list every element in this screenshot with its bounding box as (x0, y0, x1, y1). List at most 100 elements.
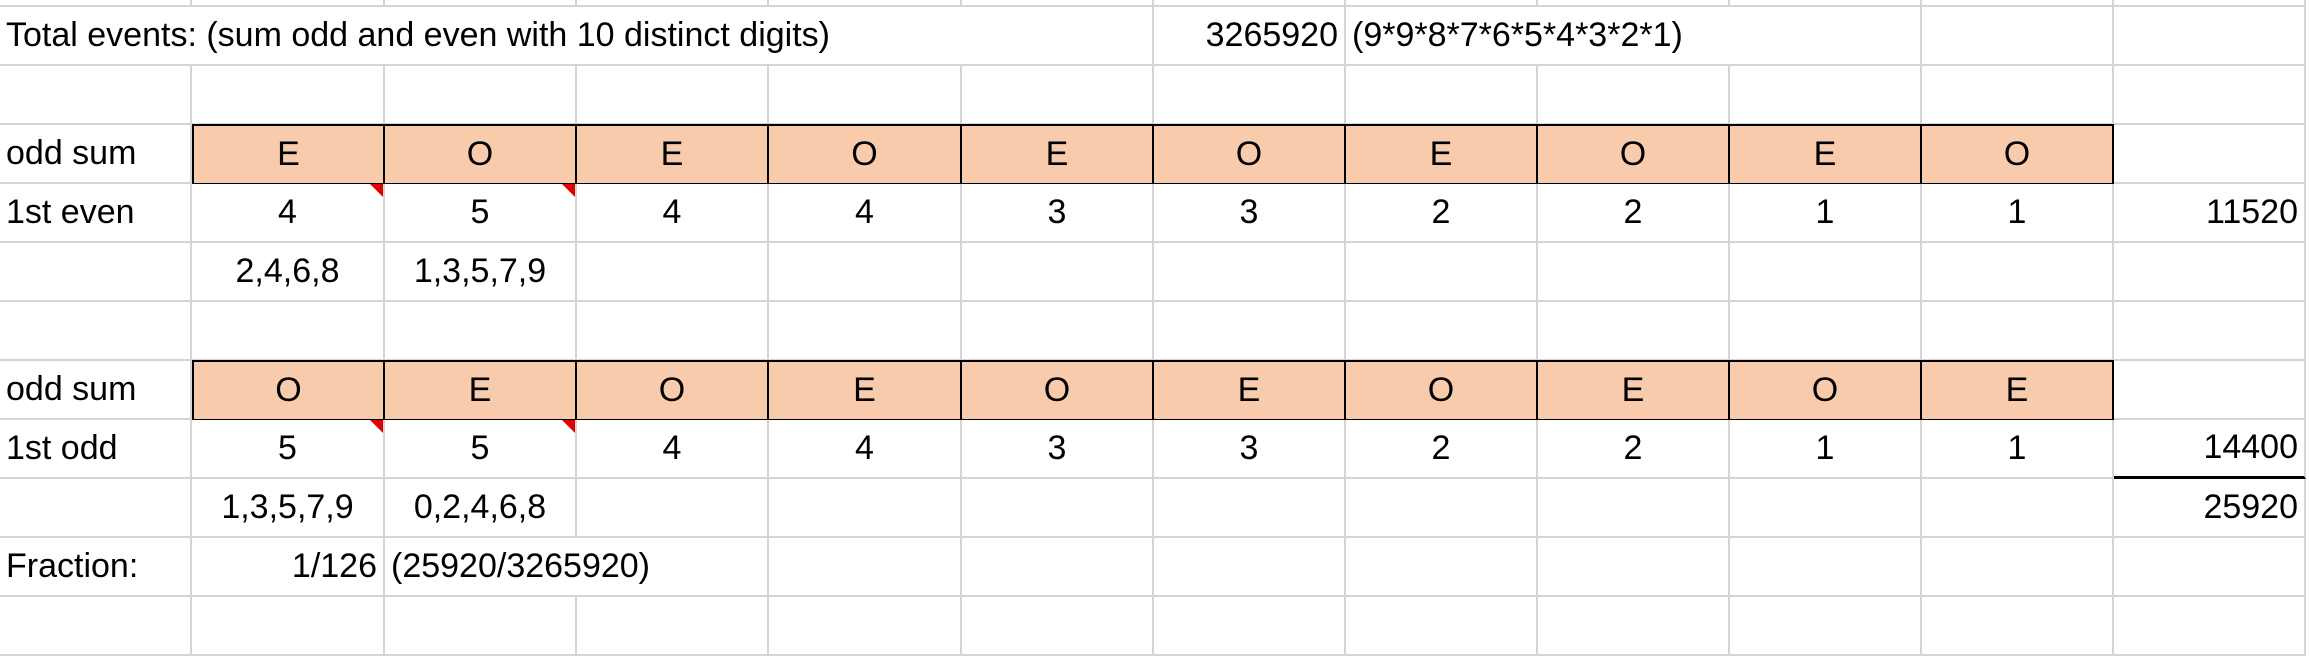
cell[interactable] (385, 0, 577, 7)
cell[interactable] (962, 243, 1154, 302)
cell[interactable] (1730, 302, 1922, 361)
cell[interactable] (1538, 0, 1730, 7)
parity-cell[interactable]: E (1536, 360, 1730, 421)
cell[interactable] (2114, 361, 2306, 420)
parity-cell[interactable]: E (192, 124, 385, 185)
digit-set[interactable]: 0,2,4,6,8 (385, 479, 577, 538)
cell[interactable] (192, 597, 385, 656)
cell[interactable] (1154, 479, 1346, 538)
parity-cell[interactable]: O (383, 124, 577, 185)
cell[interactable] (769, 479, 962, 538)
parity-cell[interactable]: E (1344, 124, 1538, 185)
cell[interactable] (1346, 597, 1538, 656)
cell[interactable] (2114, 538, 2306, 597)
comment-indicator-icon[interactable] (370, 184, 383, 197)
block-result[interactable]: 11520 (2114, 184, 2306, 243)
parity-row-label[interactable]: odd sum (0, 125, 192, 184)
cell[interactable] (1730, 597, 1922, 656)
cell[interactable] (962, 479, 1154, 538)
cell[interactable] (1730, 479, 1922, 538)
digit-set[interactable]: 1,3,5,7,9 (192, 479, 385, 538)
cell[interactable] (1346, 538, 1538, 597)
cell[interactable] (0, 0, 192, 7)
parity-cell[interactable]: O (960, 360, 1154, 421)
cell[interactable] (1922, 538, 2114, 597)
cell[interactable] (1154, 66, 1346, 125)
count-row-label[interactable]: 1st odd (0, 420, 192, 479)
parity-cell[interactable]: O (767, 124, 962, 185)
total-events-formula[interactable]: (9*9*8*7*6*5*4*3*2*1) (1346, 7, 1922, 66)
cell[interactable] (1154, 302, 1346, 361)
digit-set[interactable]: 1,3,5,7,9 (385, 243, 577, 302)
cell[interactable] (385, 66, 577, 125)
cell[interactable] (1922, 7, 2114, 66)
count-cell[interactable]: 4 (769, 184, 962, 243)
parity-row-label[interactable]: odd sum (0, 361, 192, 420)
count-row-label[interactable]: 1st even (0, 184, 192, 243)
cell[interactable] (769, 597, 962, 656)
cell[interactable] (962, 302, 1154, 361)
cell[interactable] (0, 66, 192, 125)
count-cell[interactable]: 4 (577, 184, 769, 243)
cell[interactable] (577, 66, 769, 125)
cell[interactable] (385, 302, 577, 361)
parity-cell[interactable]: O (1920, 124, 2114, 185)
cell[interactable] (1154, 243, 1346, 302)
grand-sum[interactable]: 25920 (2114, 479, 2306, 538)
cell[interactable] (1922, 597, 2114, 656)
cell[interactable] (385, 597, 577, 656)
count-cell[interactable]: 3 (962, 420, 1154, 479)
count-cell[interactable]: 1 (1730, 420, 1922, 479)
cell[interactable] (1922, 243, 2114, 302)
count-cell[interactable]: 1 (1730, 184, 1922, 243)
cell[interactable] (2114, 7, 2306, 66)
cell[interactable] (1922, 0, 2114, 7)
cell[interactable] (1922, 66, 2114, 125)
cell[interactable] (577, 243, 769, 302)
cell[interactable] (1346, 243, 1538, 302)
count-cell[interactable]: 3 (1154, 420, 1346, 479)
parity-cell[interactable]: E (1920, 360, 2114, 421)
cell[interactable] (1538, 597, 1730, 656)
fraction-formula[interactable]: (25920/3265920) (385, 538, 769, 597)
digit-set[interactable]: 2,4,6,8 (192, 243, 385, 302)
cell[interactable] (769, 0, 962, 7)
cell[interactable] (2114, 125, 2306, 184)
comment-indicator-icon[interactable] (562, 420, 575, 433)
fraction-value[interactable]: 1/126 (192, 538, 385, 597)
comment-indicator-icon[interactable] (562, 184, 575, 197)
parity-cell[interactable]: O (1344, 360, 1538, 421)
count-cell[interactable]: 3 (962, 184, 1154, 243)
count-cell[interactable]: 1 (1922, 420, 2114, 479)
cell[interactable] (962, 597, 1154, 656)
count-cell[interactable]: 5 (385, 420, 577, 479)
parity-cell[interactable]: E (1728, 124, 1922, 185)
cell[interactable] (1346, 66, 1538, 125)
cell[interactable] (769, 66, 962, 125)
cell[interactable] (962, 538, 1154, 597)
cell[interactable] (2114, 302, 2306, 361)
parity-cell[interactable]: E (1152, 360, 1346, 421)
count-cell[interactable]: 2 (1538, 420, 1730, 479)
cell[interactable] (577, 0, 769, 7)
parity-cell[interactable]: O (1536, 124, 1730, 185)
parity-cell[interactable]: E (960, 124, 1154, 185)
parity-cell[interactable]: O (1728, 360, 1922, 421)
cell[interactable] (577, 597, 769, 656)
cell[interactable] (1922, 479, 2114, 538)
cell[interactable] (2114, 597, 2306, 656)
cell[interactable] (1922, 302, 2114, 361)
cell[interactable] (1346, 302, 1538, 361)
cell[interactable] (1730, 243, 1922, 302)
cell[interactable] (0, 479, 192, 538)
cell[interactable] (1730, 66, 1922, 125)
cell[interactable] (0, 597, 192, 656)
count-cell[interactable]: 5 (192, 420, 385, 479)
cell[interactable] (192, 302, 385, 361)
cell[interactable] (2114, 243, 2306, 302)
cell[interactable] (577, 302, 769, 361)
cell[interactable] (2114, 66, 2306, 125)
parity-cell[interactable]: O (575, 360, 769, 421)
cell[interactable] (1730, 0, 1922, 7)
parity-cell[interactable]: E (767, 360, 962, 421)
